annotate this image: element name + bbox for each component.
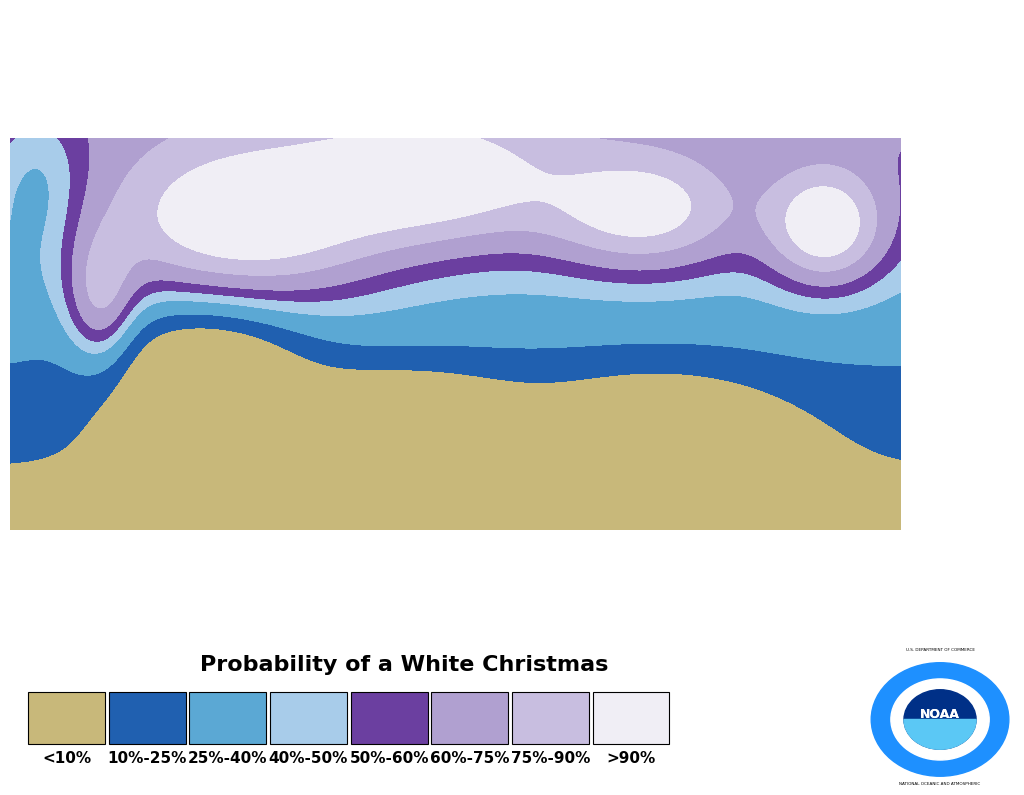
Circle shape [904,690,976,749]
Circle shape [891,679,989,760]
Text: 10%-25%: 10%-25% [108,750,187,766]
FancyBboxPatch shape [431,692,508,744]
Text: 75%-90%: 75%-90% [511,750,590,766]
Text: Probability of a White Christmas: Probability of a White Christmas [201,654,608,675]
Text: <10%: <10% [42,750,91,766]
Text: >90%: >90% [606,750,655,766]
FancyBboxPatch shape [350,692,428,744]
FancyBboxPatch shape [109,692,185,744]
FancyBboxPatch shape [593,692,670,744]
Circle shape [871,663,1009,776]
FancyBboxPatch shape [29,692,105,744]
Text: 25%-40%: 25%-40% [188,750,267,766]
Text: NOAA: NOAA [921,708,959,720]
FancyBboxPatch shape [270,692,347,744]
Wedge shape [904,719,976,749]
Text: NATIONAL OCEANIC AND ATMOSPHERIC: NATIONAL OCEANIC AND ATMOSPHERIC [899,781,981,785]
Text: U.S. DEPARTMENT OF COMMERCE: U.S. DEPARTMENT OF COMMERCE [905,648,975,652]
Text: NOAA: NOAA [921,708,959,720]
Text: 40%-50%: 40%-50% [268,750,348,766]
FancyBboxPatch shape [189,692,266,744]
FancyBboxPatch shape [512,692,589,744]
Text: 60%-75%: 60%-75% [430,750,510,766]
Text: 50%-60%: 50%-60% [349,750,429,766]
